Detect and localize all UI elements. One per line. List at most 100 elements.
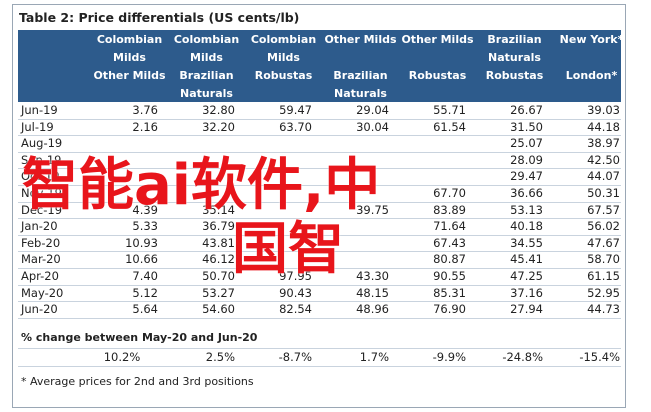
data-cell: 67.57 [587,202,620,217]
data-cell: 50.31 [587,186,620,200]
data-cell: 30.04 [356,119,389,134]
data-cell: 36.66 [510,186,543,200]
table-panel: Table 2: Price differentials (US cents/l… [12,4,626,408]
data-cell: 10.66 [125,252,158,267]
change-cell: 1.7% [359,349,389,364]
data-cell: 5.33 [132,219,158,234]
change-cell: -8.7% [278,349,312,364]
data-cell: 31.50 [510,119,543,134]
change-cell: 2.5% [205,349,235,364]
header-row: Colombian Milds Other Milds Colombian Mild… [18,30,623,102]
column-header: Colombian Milds [173,33,240,64]
data-cell: 25.07 [510,136,543,151]
column-header: Colombian Milds [96,33,163,64]
data-cell: 10.93 [125,235,158,250]
row-divider [18,185,621,186]
column-header: Other Milds [93,69,166,82]
data-cell: 39.75 [356,202,389,217]
row-divider [18,168,621,170]
data-cell: 27.94 [510,302,543,317]
column-header: Other Milds [401,33,474,46]
row-label: Nov-19 [21,186,62,200]
data-cell: 39.03 [587,103,620,117]
data-cell: 97.95 [279,269,312,283]
table-title: Table 2: Price differentials (US cents/l… [19,10,300,25]
data-cell: 32.80 [202,103,235,117]
data-cell: 56.02 [587,219,620,234]
row-divider [18,268,621,269]
data-cell: 59.47 [279,103,312,117]
data-cell: 5.64 [132,302,158,317]
column-header: Robustas [254,69,313,82]
row-divider [18,135,621,137]
data-cell: 47.25 [510,269,543,283]
data-cell: 82.54 [279,302,312,317]
row-label: Feb-20 [21,235,61,250]
row-divider [18,284,621,286]
row-divider [18,234,621,236]
data-cell: 76.90 [433,302,466,317]
data-cell: 54.60 [202,302,235,317]
row-divider [18,317,621,319]
change-label: % change between May-20 and Jun-20 [21,330,258,344]
row-label: Aug-19 [21,136,63,151]
data-cell: 43.81 [202,235,235,250]
data-cell: 52.95 [587,285,620,300]
row-label: May-20 [21,285,64,300]
data-cell: 34.55 [510,235,543,250]
row-label: Jul-19 [21,119,54,134]
data-cell: 4.39 [132,202,158,217]
watermark-line: 国智 [232,217,344,282]
data-cell: 48.96 [356,302,389,317]
data-cell: 43.30 [356,269,389,283]
data-cell: 46.12 [202,252,235,267]
row-label: Dec-19 [21,202,63,217]
data-cell: 58.70 [587,252,620,267]
row-label: Oct-19 [21,169,60,184]
data-cell: 42.50 [587,152,620,167]
data-cell: 26.67 [510,103,543,117]
data-cell: 3.76 [132,103,158,117]
data-cell: 63.70 [279,119,312,134]
data-cell: 2.16 [132,119,158,134]
change-cell: -24.8% [502,349,543,364]
column-header: Colombian Milds [250,33,317,64]
data-cell: 90.55 [433,269,466,283]
column-header: Robustas [408,69,467,82]
row-label: Mar-20 [21,252,61,267]
data-cell: 29.04 [356,103,389,117]
column-header: Brazilian Naturals [333,69,388,100]
data-cell: 53.27 [202,285,235,300]
data-cell: 61.15 [587,269,620,283]
row-divider [18,365,621,367]
column-header: Other Milds [324,33,397,46]
row-divider [18,201,621,203]
row-divider [18,301,621,303]
data-cell: 37.16 [510,285,543,300]
data-cell: 44.18 [587,119,620,134]
data-cell: 53.13 [510,202,543,217]
row-label: Apr-20 [21,269,59,283]
row-divider [18,118,621,120]
column-header: London* [565,69,618,82]
column-header: Brazilian Naturals [487,33,542,64]
row-divider [18,347,621,349]
data-cell: 90.43 [279,285,312,300]
change-cell: 10.2% [103,349,141,364]
row-label: Jun-19 [21,103,58,117]
data-cell: 5.12 [132,285,158,300]
data-cell: 67.70 [433,186,466,200]
data-cell: 28.09 [510,152,543,167]
row-label: Jun-20 [21,302,58,317]
row-label: Jan-20 [21,219,58,234]
data-cell: 50.70 [202,269,235,283]
data-cell: 48.15 [356,285,389,300]
row-divider [18,151,621,153]
data-cell: 44.73 [587,302,620,317]
data-cell: 67.43 [433,235,466,250]
data-cell: 29.47 [510,169,543,184]
column-header: Robustas [485,69,544,82]
data-cell: 61.54 [433,119,466,134]
data-cell: 40.18 [510,219,543,234]
